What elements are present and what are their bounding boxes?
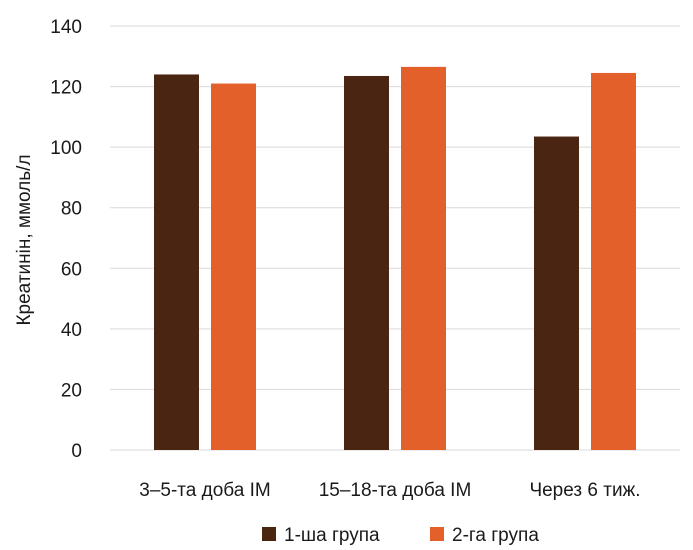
y-tick-label: 60 xyxy=(61,259,82,280)
legend-label: 1-ша група xyxy=(284,525,380,546)
y-tick-label: 40 xyxy=(61,320,82,341)
y-tick-label: 20 xyxy=(61,380,82,401)
y-tick-label: 80 xyxy=(61,199,82,220)
y-tick-label: 120 xyxy=(50,78,82,99)
bar-1-2 xyxy=(344,75,389,450)
bar-2-2 xyxy=(401,66,446,450)
bar-1-1 xyxy=(154,74,199,450)
y-tick-label: 100 xyxy=(50,138,82,159)
x-category-label: 3–5-та доба ІМ xyxy=(139,480,270,501)
legend-label: 2-га група xyxy=(452,525,539,546)
bars xyxy=(154,66,636,451)
y-axis-ticks: 0 20 40 60 80 100 120 140 xyxy=(50,17,82,462)
bar-2-1 xyxy=(211,83,256,451)
bar-2-3 xyxy=(591,72,636,450)
x-category-label: Через 6 тиж. xyxy=(529,480,640,501)
bar-1-3 xyxy=(534,136,579,451)
y-axis-title: Креатинін, ммоль/л xyxy=(14,154,35,325)
gridlines xyxy=(110,25,680,451)
x-axis-labels: 3–5-та доба ІМ 15–18-та доба ІМ Через 6 ти… xyxy=(139,480,640,501)
legend: 1-ша група 2-га група xyxy=(262,525,539,546)
y-tick-label: 140 xyxy=(50,17,82,38)
y-tick-label: 0 xyxy=(71,441,82,462)
legend-swatch xyxy=(430,527,444,541)
legend-swatch xyxy=(262,527,276,541)
x-category-label: 15–18-та доба ІМ xyxy=(319,480,472,501)
